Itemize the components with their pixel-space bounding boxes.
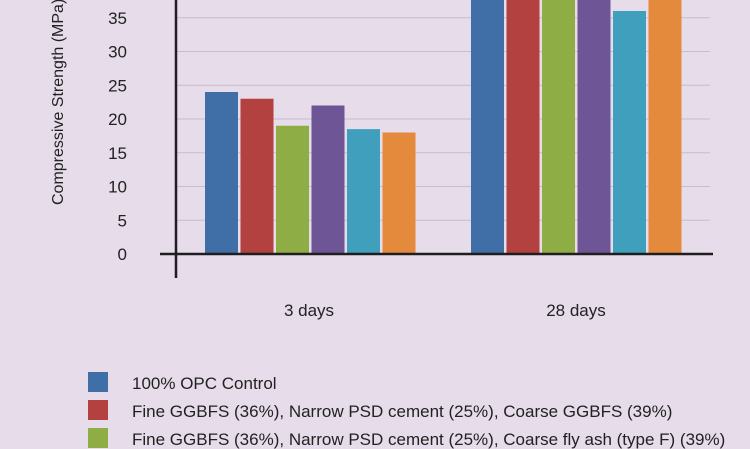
bar <box>276 125 309 254</box>
bar <box>613 11 646 254</box>
legend-swatch <box>88 428 108 448</box>
bar <box>648 0 682 254</box>
y-tick-label: 10 <box>108 178 127 197</box>
x-category-labels: 3 days 28 days <box>284 301 606 320</box>
axes <box>160 0 713 278</box>
legend-label: Fine GGBFS (36%), Narrow PSD cement (25%… <box>132 402 672 421</box>
y-tick-label: 20 <box>108 110 127 129</box>
bar <box>240 98 274 254</box>
x-category-label: 28 days <box>546 301 606 320</box>
y-axis-label: Compressive Strength (MPa) <box>50 0 67 205</box>
y-tick-label: 35 <box>108 9 127 28</box>
legend-label: 100% OPC Control <box>132 374 277 393</box>
legend-swatch <box>88 372 108 392</box>
bar <box>205 92 238 254</box>
bar <box>506 0 540 254</box>
y-tick-labels: 0 5 10 15 20 25 30 35 <box>108 9 127 264</box>
bar <box>577 0 611 254</box>
legend-label: Fine GGBFS (36%), Narrow PSD cement (25%… <box>132 430 725 449</box>
bar <box>311 105 345 254</box>
y-tick-label: 15 <box>108 144 127 163</box>
bar <box>471 0 504 254</box>
y-tick-label: 5 <box>118 211 127 230</box>
y-tick-label: 25 <box>108 76 127 95</box>
x-category-label: 3 days <box>284 301 334 320</box>
y-tick-label: 30 <box>108 43 127 62</box>
bars <box>205 0 682 254</box>
legend-swatch <box>88 400 108 420</box>
y-tick-label: 0 <box>118 245 127 264</box>
bar <box>542 0 575 254</box>
bar <box>347 129 380 254</box>
legend: 100% OPC Control Fine GGBFS (36%), Narrow… <box>88 372 725 449</box>
bar <box>382 132 416 254</box>
